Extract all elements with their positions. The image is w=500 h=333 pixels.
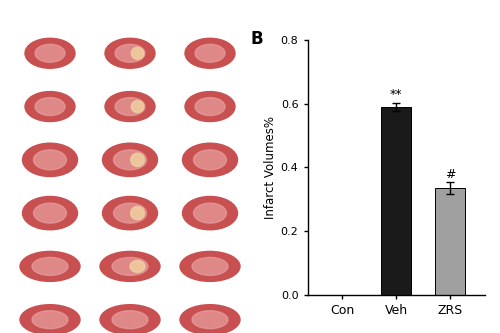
Ellipse shape <box>100 251 160 281</box>
Ellipse shape <box>130 206 144 220</box>
Ellipse shape <box>102 196 158 230</box>
Text: Con: Con <box>38 23 62 33</box>
Ellipse shape <box>112 311 148 329</box>
Text: Veh: Veh <box>118 23 142 33</box>
Ellipse shape <box>194 203 226 223</box>
Ellipse shape <box>25 38 75 68</box>
Ellipse shape <box>100 305 160 333</box>
Ellipse shape <box>130 153 144 166</box>
Ellipse shape <box>185 38 235 68</box>
Ellipse shape <box>105 92 155 122</box>
Text: #: # <box>445 168 456 181</box>
Ellipse shape <box>195 44 225 62</box>
Ellipse shape <box>34 203 66 223</box>
Bar <box>435 188 465 295</box>
Ellipse shape <box>195 98 225 116</box>
Ellipse shape <box>185 92 235 122</box>
Bar <box>382 107 411 295</box>
Ellipse shape <box>131 101 144 113</box>
Ellipse shape <box>34 150 66 170</box>
Ellipse shape <box>115 44 145 62</box>
Ellipse shape <box>114 150 146 170</box>
Ellipse shape <box>182 143 238 176</box>
Ellipse shape <box>105 38 155 68</box>
Ellipse shape <box>20 305 80 333</box>
Ellipse shape <box>102 143 158 176</box>
Ellipse shape <box>114 203 146 223</box>
Ellipse shape <box>22 196 78 230</box>
Ellipse shape <box>115 98 145 116</box>
Ellipse shape <box>180 305 240 333</box>
Ellipse shape <box>20 251 80 281</box>
Text: **: ** <box>390 88 402 101</box>
Ellipse shape <box>192 311 228 329</box>
Y-axis label: Infarct Volumes%: Infarct Volumes% <box>264 116 276 219</box>
Ellipse shape <box>35 44 65 62</box>
Ellipse shape <box>130 260 145 272</box>
Ellipse shape <box>35 98 65 116</box>
Text: A: A <box>10 7 23 25</box>
Text: B: B <box>250 30 264 48</box>
Ellipse shape <box>180 251 240 281</box>
Ellipse shape <box>22 143 78 176</box>
Text: ZRS: ZRS <box>198 23 222 33</box>
Ellipse shape <box>32 311 68 329</box>
Ellipse shape <box>194 150 226 170</box>
Ellipse shape <box>182 196 238 230</box>
Ellipse shape <box>32 257 68 275</box>
Ellipse shape <box>112 257 148 275</box>
Ellipse shape <box>131 47 144 59</box>
Ellipse shape <box>25 92 75 122</box>
Ellipse shape <box>192 257 228 275</box>
